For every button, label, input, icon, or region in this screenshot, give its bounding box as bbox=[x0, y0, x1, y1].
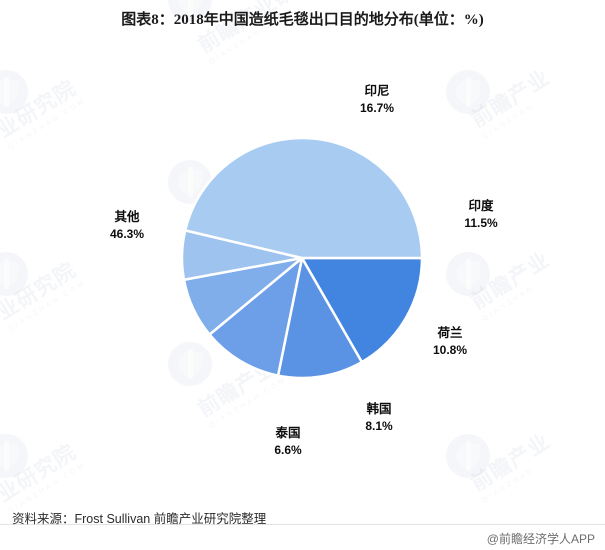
pie-slices-group bbox=[180, 136, 424, 380]
app-attribution: @前瞻经济学人APP bbox=[486, 532, 595, 546]
pie-label-category: 荷兰 bbox=[437, 326, 463, 340]
pie-slice-others[interactable] bbox=[183, 136, 424, 260]
pie-label-value: 10.8% bbox=[432, 342, 468, 357]
footer-divider bbox=[0, 524, 605, 525]
pie-label-category: 印度 bbox=[468, 199, 494, 213]
pie-label-india: 印度 11.5% bbox=[445, 199, 517, 231]
pie-label-netherlands: 荷兰 10.8% bbox=[413, 326, 487, 358]
pie-label-others: 其他 46.3% bbox=[88, 210, 166, 242]
pie-label-value: 46.3% bbox=[109, 226, 145, 241]
pie-label-category: 韩国 bbox=[366, 402, 392, 416]
pie-label-value: 16.7% bbox=[359, 100, 395, 115]
pie-label-value: 6.6% bbox=[274, 442, 302, 457]
pie-label-south-korea: 韩国 8.1% bbox=[346, 402, 412, 434]
source-note: 资料来源：Frost Sullivan 前瞻产业研究院整理 bbox=[12, 512, 267, 526]
pie-label-category: 泰国 bbox=[275, 426, 301, 440]
chart-title: 图表8：2018年中国造纸毛毯出口目的地分布(单位：%) bbox=[121, 12, 484, 28]
pie-label-category: 印尼 bbox=[364, 84, 390, 98]
pie-label-category: 其他 bbox=[114, 210, 140, 224]
pie-label-value: 8.1% bbox=[365, 418, 393, 433]
pie-slice-indonesia[interactable] bbox=[300, 256, 424, 364]
pie-label-thailand: 泰国 6.6% bbox=[255, 426, 321, 458]
pie-slice-india[interactable] bbox=[276, 256, 364, 380]
pie-label-indonesia: 印尼 16.7% bbox=[338, 84, 416, 116]
pie-slice-netherlands[interactable] bbox=[208, 256, 304, 377]
pie-label-value: 11.5% bbox=[464, 215, 498, 230]
